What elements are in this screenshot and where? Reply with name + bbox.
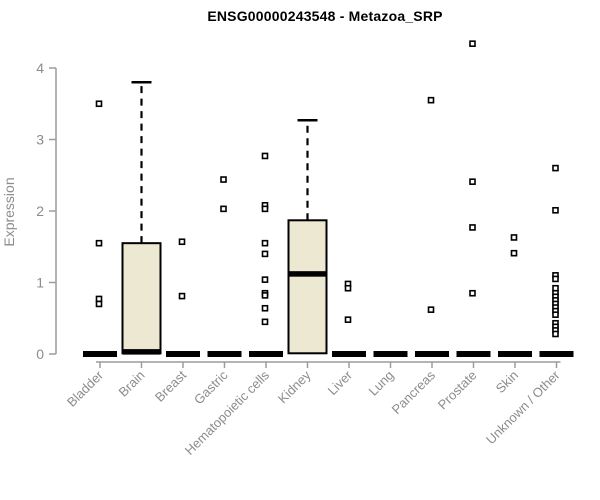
outlier-point [552,330,559,338]
outlier-point [344,316,352,323]
outlier-point [469,289,476,297]
outlier-point [427,96,435,104]
x-tick-label: Kidney [275,367,314,406]
outlier-point [261,250,269,258]
outlier-point [552,206,559,214]
x-tick-label: Lung [366,368,397,399]
outlier-point [261,318,269,326]
median-line [122,349,161,355]
outlier-point [220,176,227,183]
outlier-point [469,178,476,185]
collapsed-box-median [539,351,574,357]
outlier-point [552,164,559,172]
collapsed-box-median [166,351,200,357]
outlier-point [469,40,476,47]
x-tick-label: Liver [325,367,356,398]
x-tick-label: Bladder [64,367,107,410]
collapsed-box-median [498,351,532,357]
outlier-point [261,205,269,213]
x-tick-label: Unknown / Other [483,367,563,447]
outlier-point [261,239,269,247]
collapsed-box-median [332,351,366,357]
outlier-point [95,100,103,108]
collapsed-box-median [415,351,449,357]
outlier-point [95,239,103,247]
x-tick-label: Pancreas [389,367,439,417]
y-tick-label: 4 [36,60,44,76]
median-line [288,271,327,277]
chart-title: ENSG00000243548 - Metazoa_SRP [207,8,443,24]
x-tick-label: Breast [152,367,189,404]
outlier-point [552,311,559,318]
outlier-point [220,205,227,213]
outlier-point [552,275,559,283]
outlier-point [178,292,186,300]
collapsed-box-median [456,351,491,357]
y-tick-label: 2 [36,203,44,219]
y-tick-label: 1 [36,275,44,291]
x-tick-label: Skin [493,368,521,396]
x-tick-label: Brain [116,368,148,400]
outlier-point [261,152,269,160]
x-tick-label: Gastric [191,367,231,407]
outlier-point [469,224,476,231]
outlier-point [261,304,269,312]
outlier-point [261,276,269,283]
outlier-point [95,300,103,308]
outlier-point [510,249,518,257]
outlier-point [510,234,518,241]
collapsed-box-median [207,351,242,357]
outlier-point [427,306,435,313]
x-tick-label: Prostate [435,368,480,413]
outlier-point [261,292,269,299]
collapsed-box-median [83,351,117,357]
collapsed-box-median [373,351,408,357]
outlier-point [344,284,352,292]
box [287,219,328,355]
y-tick-label: 0 [36,346,44,362]
outlier-point [178,238,186,246]
box [121,242,162,355]
collapsed-box-median [249,351,283,357]
y-tick-label: 3 [36,132,44,148]
